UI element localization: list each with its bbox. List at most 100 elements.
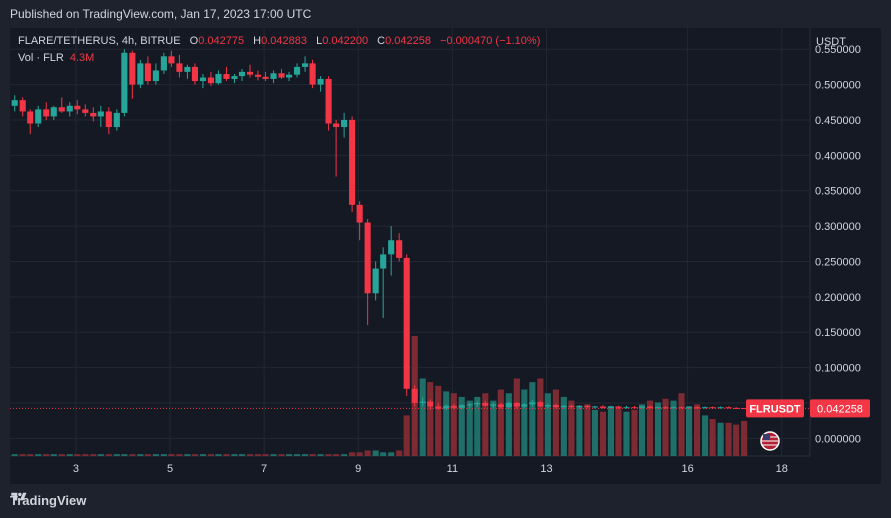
- x-tick-label: 5: [167, 463, 173, 475]
- candle-body: [686, 407, 693, 409]
- candle-body: [144, 63, 151, 82]
- volume-bar: [443, 391, 450, 456]
- candle-body: [607, 406, 614, 408]
- volume-bar: [278, 454, 285, 456]
- candle-body: [97, 111, 104, 117]
- candle-body: [27, 111, 34, 124]
- volume-bar: [623, 411, 630, 456]
- candle-body: [184, 66, 191, 72]
- candle-body: [591, 406, 598, 408]
- volume-bar: [254, 454, 262, 456]
- us-flag-icon[interactable]: [760, 431, 780, 451]
- volume-bar: [105, 454, 112, 456]
- candle-body: [223, 73, 230, 79]
- candle-body: [364, 222, 371, 294]
- volume-bar: [490, 400, 497, 456]
- volume-bar: [160, 454, 167, 456]
- candle-body: [309, 63, 316, 85]
- volume-bar: [302, 454, 309, 456]
- flag-canton: [763, 434, 770, 440]
- symbol-legend: FLARE/TETHERUS, 4h, BITRUE O0.042775 H0.…: [18, 35, 540, 47]
- y-tick-label: 0.200000: [815, 292, 861, 304]
- tradingview-footer[interactable]: TradingView: [10, 491, 86, 509]
- open-label: O: [189, 35, 199, 47]
- candle-body: [121, 52, 128, 113]
- candle-body: [654, 407, 662, 409]
- candle-body: [427, 401, 434, 407]
- volume-bar: [137, 454, 144, 456]
- volume-bar: [607, 406, 614, 456]
- candle-body: [270, 73, 277, 79]
- candle-body: [231, 76, 238, 79]
- volume-bar: [199, 454, 206, 456]
- candle-body: [372, 268, 379, 294]
- volume-bar: [380, 452, 387, 456]
- volume-bar: [513, 378, 520, 456]
- volume-bar: [694, 404, 701, 456]
- volume-bar: [458, 396, 465, 456]
- price-tag-value: 0.042258: [817, 403, 863, 415]
- volume-bar: [168, 454, 175, 456]
- y-tick-label: 0.350000: [815, 186, 861, 198]
- y-tick-label: 0.450000: [815, 115, 861, 127]
- candle-body: [584, 405, 591, 408]
- candle-body: [82, 109, 89, 113]
- volume-bar: [82, 454, 89, 456]
- candle-body: [388, 240, 395, 255]
- candle-body: [513, 402, 520, 407]
- candle-body: [176, 63, 183, 72]
- candle-body: [709, 407, 716, 409]
- candle-body: [129, 52, 136, 85]
- candle-body: [450, 405, 457, 408]
- volume-bar: [537, 378, 544, 456]
- volume-bar: [184, 454, 191, 456]
- candle-body: [286, 74, 293, 78]
- candle-body: [50, 107, 57, 117]
- volume-bar: [709, 419, 716, 456]
- candle-body: [694, 407, 701, 409]
- volume-bar: [152, 454, 159, 456]
- volume-bar: [725, 422, 732, 456]
- symbol-name: FLARE/TETHERUS, 4h, BITRUE: [18, 35, 181, 47]
- candle-body: [294, 66, 301, 75]
- volume-bar: [121, 454, 128, 456]
- candle-body: [58, 107, 65, 112]
- x-tick-label: 11: [447, 463, 458, 475]
- low-value: 0.042200: [322, 35, 369, 47]
- volume-bar: [615, 408, 622, 456]
- volume-bar: [544, 393, 551, 456]
- volume-bar: [497, 389, 504, 456]
- candle-body: [325, 78, 332, 124]
- candle-body: [435, 406, 442, 409]
- candle-body: [349, 119, 356, 205]
- volume-bar: [294, 454, 301, 456]
- volume-bar: [482, 393, 489, 456]
- volume-bar: [584, 404, 591, 456]
- volume-bar: [19, 454, 26, 456]
- volume-bar: [372, 450, 379, 456]
- volume-bar: [215, 454, 222, 456]
- volume-bar: [552, 389, 559, 456]
- low-label: L: [316, 35, 323, 47]
- volume-bar: [741, 420, 748, 456]
- candle-body: [631, 407, 638, 409]
- y-tick-label: 0.300000: [815, 221, 861, 233]
- candle-body: [246, 71, 254, 75]
- volume-bar: [599, 411, 606, 456]
- candle-body: [662, 407, 669, 409]
- currency-label: USDT: [816, 36, 846, 48]
- candle-body: [74, 105, 81, 110]
- symbol-tag-bg: [746, 399, 804, 418]
- candle-body: [443, 405, 450, 409]
- price-tag-bg: [810, 399, 870, 418]
- candle-body: [333, 123, 340, 128]
- candle-body: [90, 112, 97, 117]
- volume-bar: [529, 382, 536, 456]
- candle-body: [466, 404, 473, 406]
- volume-bars: [11, 336, 748, 456]
- volume-bar: [129, 454, 136, 456]
- volume-bar: [97, 454, 104, 456]
- volume-bar: [466, 400, 473, 456]
- volume-bar: [654, 402, 662, 456]
